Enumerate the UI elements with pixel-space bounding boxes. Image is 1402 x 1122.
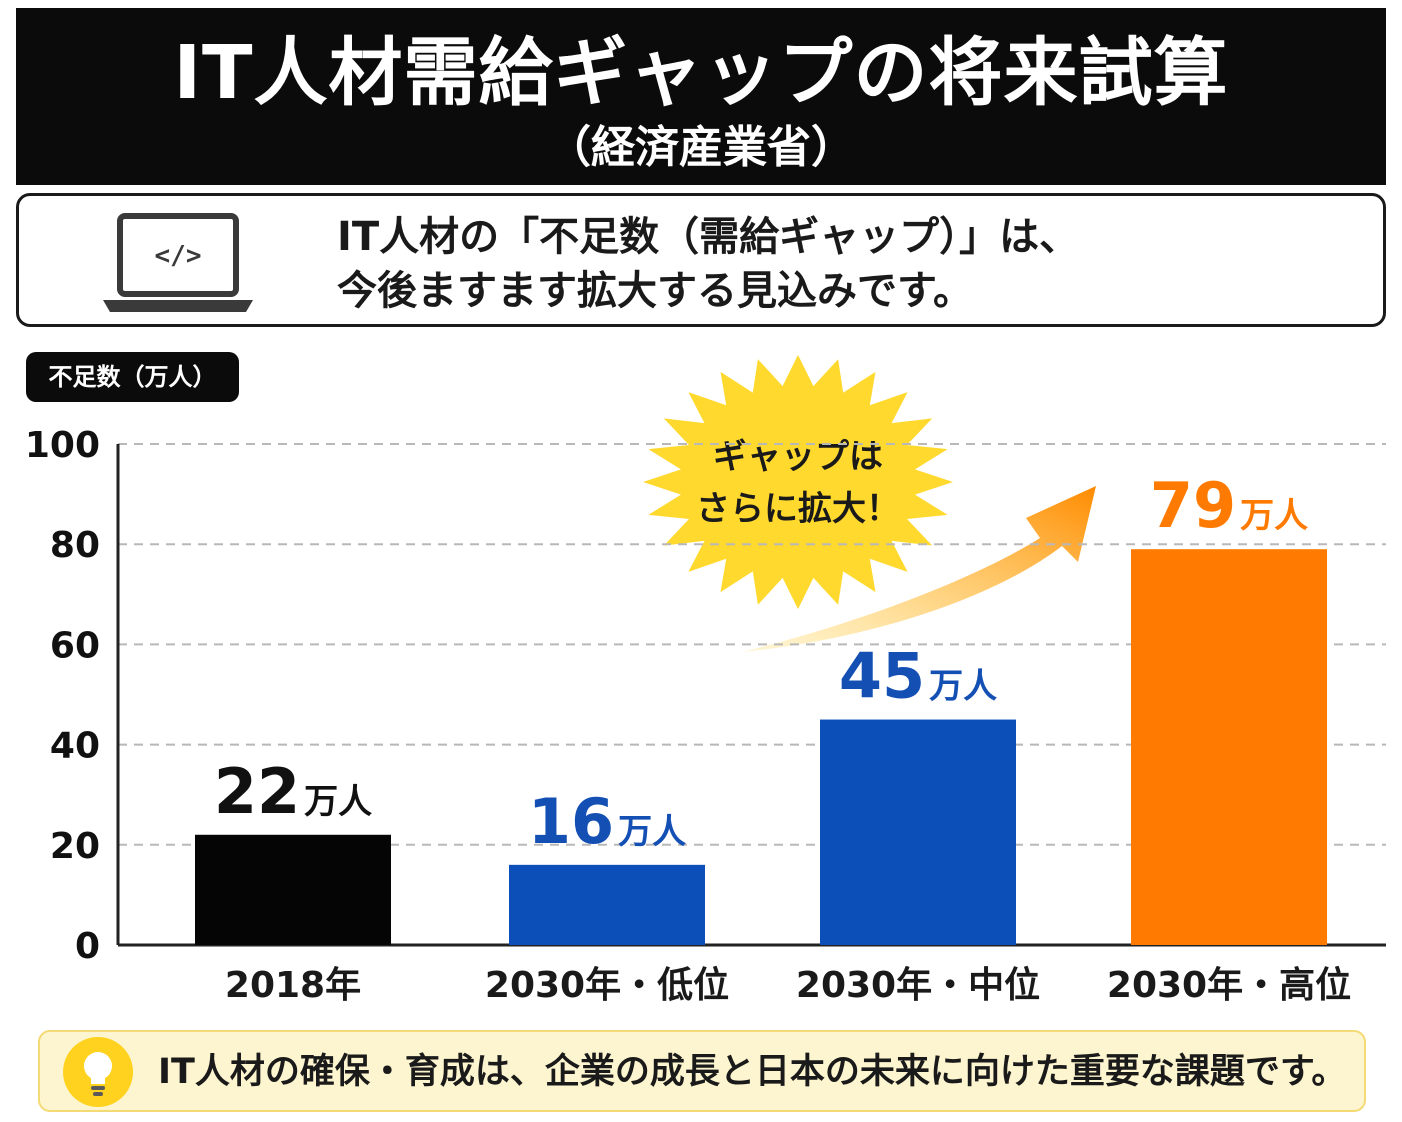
- y-tick-label: 80: [50, 525, 100, 566]
- info-line-1: IT人材の「不足数（需給ギャップ）」は、: [337, 214, 1080, 260]
- x-tick-label: 2030年・高位: [1107, 965, 1351, 1006]
- svg-text:</>: </>: [155, 241, 202, 271]
- y-tick-label: 60: [50, 625, 100, 666]
- value-label: 79 万人: [1150, 469, 1308, 542]
- lightbulb-icon: [63, 1037, 133, 1107]
- title-banner: IT人材需給ギャップの将来試算 （経済産業省）: [16, 8, 1386, 185]
- info-text: IT人材の「不足数（需給ギャップ）」は、 今後ますます拡大する見込みです。: [337, 210, 1079, 318]
- page-subtitle: （経済産業省）: [547, 122, 855, 173]
- trend-arrow: [742, 486, 1096, 652]
- value-label: 22 万人: [214, 755, 372, 828]
- annotation-line-2: さらに拡大！: [696, 489, 900, 529]
- info-box: </> IT人材の「不足数（需給ギャップ）」は、 今後ますます拡大する見込みです…: [16, 193, 1386, 327]
- x-tick-label: 2030年・中位: [796, 965, 1040, 1006]
- y-tick-label: 20: [50, 826, 100, 867]
- x-tick-label: 2030年・低位: [485, 965, 729, 1006]
- y-tick-label: 0: [75, 926, 100, 967]
- tip-text: IT人材の確保・育成は、企業の成長と日本の未来に向けた重要な課題です。: [158, 1052, 1347, 1092]
- bar: [1131, 549, 1327, 945]
- tip-box: IT人材の確保・育成は、企業の成長と日本の未来に向けた重要な課題です。: [38, 1030, 1366, 1112]
- page-title: IT人材需給ギャップの将来試算: [173, 30, 1229, 116]
- bar: [820, 719, 1016, 945]
- annotation-burst: [643, 354, 953, 610]
- value-label: 45 万人: [839, 640, 997, 713]
- x-tick-label: 2018年: [225, 965, 361, 1006]
- info-line-2: 今後ますます拡大する見込みです。: [337, 268, 973, 314]
- laptop-code-icon: </>: [103, 213, 253, 312]
- bar: [509, 864, 705, 945]
- y-axis-unit-label: 不足数（万人）: [26, 352, 239, 402]
- value-label: 16 万人: [528, 785, 686, 858]
- bar: [195, 834, 391, 945]
- y-tick-label: 40: [50, 726, 100, 767]
- y-tick-label: 100: [25, 425, 100, 466]
